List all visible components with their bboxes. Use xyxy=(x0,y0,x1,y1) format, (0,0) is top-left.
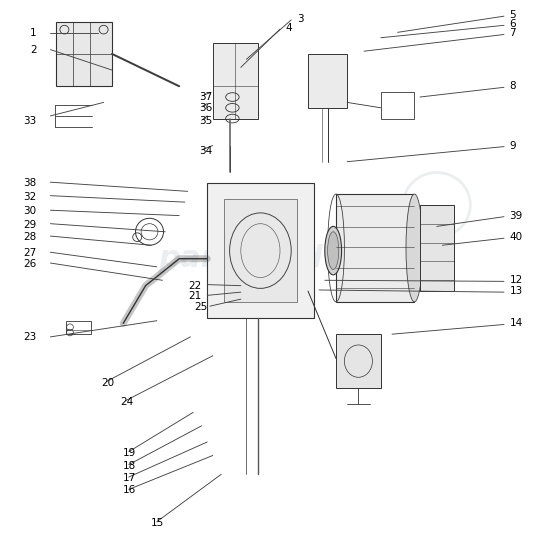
Ellipse shape xyxy=(406,194,423,302)
Text: 38: 38 xyxy=(23,178,36,188)
Bar xyxy=(66,321,91,334)
Text: 8: 8 xyxy=(510,81,516,91)
Ellipse shape xyxy=(328,232,339,270)
Bar xyxy=(420,205,454,291)
Text: 29: 29 xyxy=(23,220,36,230)
Bar xyxy=(213,43,258,119)
Text: 18: 18 xyxy=(123,461,137,471)
Text: 28: 28 xyxy=(23,232,36,242)
Text: 17: 17 xyxy=(123,473,137,483)
Bar xyxy=(56,22,112,86)
Text: 19: 19 xyxy=(123,448,137,458)
Text: 32: 32 xyxy=(23,192,36,202)
Text: partsmodulite: partsmodulite xyxy=(158,244,402,273)
Text: 4: 4 xyxy=(286,23,292,33)
Text: 14: 14 xyxy=(510,319,523,328)
Polygon shape xyxy=(207,183,314,318)
Bar xyxy=(381,92,414,119)
Text: 1: 1 xyxy=(30,29,36,38)
Bar xyxy=(308,54,347,108)
Text: 13: 13 xyxy=(510,286,523,296)
Text: 16: 16 xyxy=(123,486,137,495)
Text: 34: 34 xyxy=(199,146,212,156)
Polygon shape xyxy=(224,199,297,302)
Text: 21: 21 xyxy=(188,292,202,301)
Text: 6: 6 xyxy=(510,19,516,29)
Ellipse shape xyxy=(325,226,342,275)
Text: 33: 33 xyxy=(23,116,36,126)
Text: 3: 3 xyxy=(297,14,304,24)
Text: 15: 15 xyxy=(151,518,165,528)
Text: 23: 23 xyxy=(23,332,36,342)
Text: 40: 40 xyxy=(510,232,522,242)
Text: 27: 27 xyxy=(23,248,36,258)
Text: 25: 25 xyxy=(194,302,207,312)
Text: 5: 5 xyxy=(510,10,516,20)
Text: 36: 36 xyxy=(199,103,212,113)
Text: 39: 39 xyxy=(510,211,523,220)
Text: 7: 7 xyxy=(510,29,516,38)
Text: 35: 35 xyxy=(199,116,212,126)
Bar xyxy=(336,334,381,388)
Text: 9: 9 xyxy=(510,141,516,150)
Text: 37: 37 xyxy=(199,92,212,102)
Text: 12: 12 xyxy=(510,275,523,285)
Text: 22: 22 xyxy=(188,281,202,291)
Text: 26: 26 xyxy=(23,259,36,269)
Text: 2: 2 xyxy=(30,45,36,54)
Bar xyxy=(336,194,414,302)
Text: 20: 20 xyxy=(101,378,114,388)
Text: 30: 30 xyxy=(24,206,36,216)
Text: 24: 24 xyxy=(120,397,134,406)
